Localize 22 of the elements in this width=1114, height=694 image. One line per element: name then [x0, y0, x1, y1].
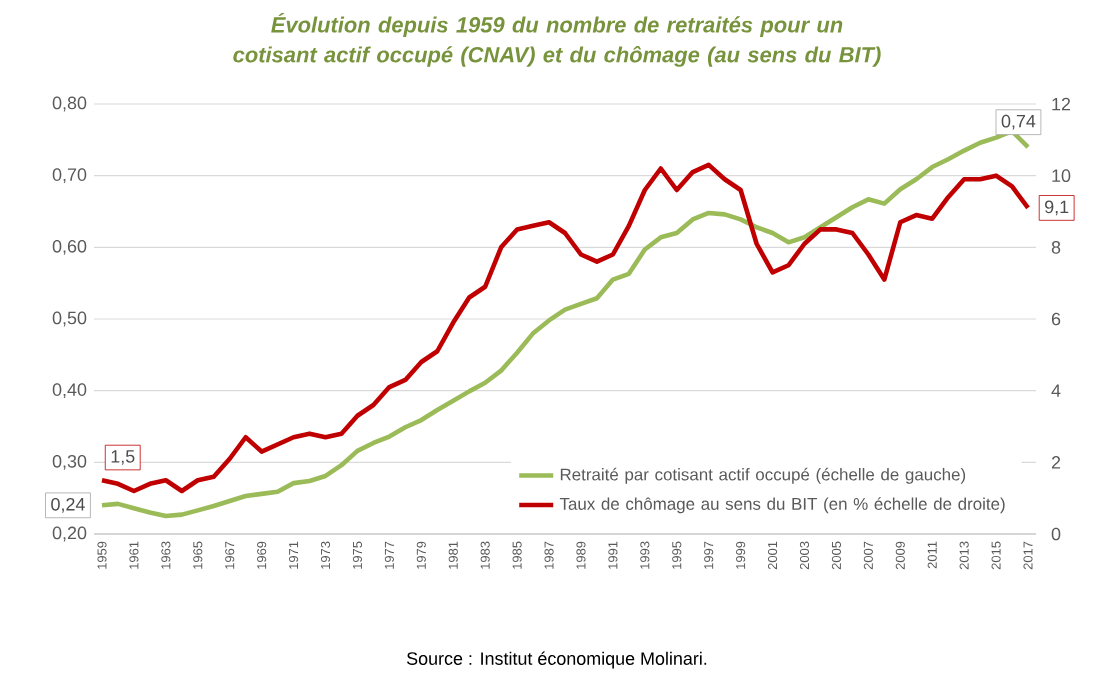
y-tick-label: 0,70: [52, 168, 87, 184]
legend-label: Taux de chômage au sens du BIT (en % échelle de droite): [559, 497, 1005, 514]
source-note: Source : Institut économique Molinari.: [406, 651, 707, 669]
y-tick-label: 0,40: [52, 383, 87, 399]
y2-tick-label: 12: [1052, 97, 1071, 111]
y2-tick-label: 6: [1051, 312, 1061, 326]
y-tick-label: 0,60: [52, 239, 87, 255]
y2-tick-label: 2: [1051, 456, 1061, 469]
data-label: 1,5: [111, 450, 135, 465]
y-tick-label: 0,20: [52, 526, 87, 542]
data-label: 9,1: [1045, 200, 1069, 216]
y-tick-label: 0,30: [52, 454, 87, 470]
y-tick-label: 0,80: [52, 96, 87, 112]
data-label: 0,24: [51, 497, 85, 513]
y-tick-label: 0,50: [52, 311, 87, 327]
data-label: 0,74: [1001, 114, 1036, 130]
y2-tick-label: 0: [1051, 527, 1061, 541]
y2-tick-label: 4: [1051, 384, 1061, 397]
chart-title: Évolution depuis 1959 du nombre de retraités pour un cotisant actif occupé (CNAV) et du chômage (au sens du BIT): [233, 13, 881, 67]
legend-label: Retraité par cotisant actif occupé (échelle de gauche): [560, 467, 966, 484]
y2-tick-label: 10: [1052, 169, 1071, 183]
y2-tick-label: 8: [1051, 240, 1061, 254]
